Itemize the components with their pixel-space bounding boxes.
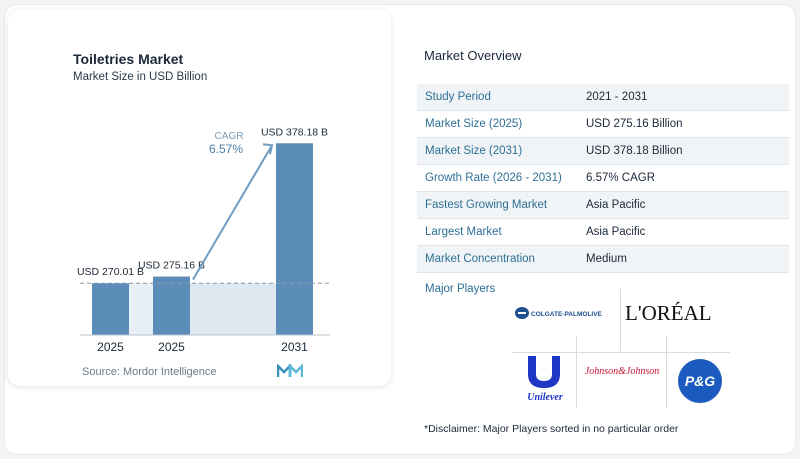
overview-value: 2021 - 2031	[586, 91, 648, 103]
unilever-u-icon	[528, 356, 560, 388]
source-text: Source: Mordor Intelligence	[82, 366, 217, 378]
overview-value: USD 378.18 Billion	[586, 145, 683, 157]
overview-value: Asia Pacific	[586, 199, 646, 211]
cagr-arrow	[192, 144, 273, 281]
shaded-area	[190, 283, 276, 335]
overview-key: Market Concentration	[425, 253, 535, 265]
divider	[620, 289, 621, 351]
jnj-wordmark: Johnson&Johnson	[585, 366, 659, 377]
overview-row: Growth Rate (2026 - 2031) 6.57% CAGR	[417, 165, 789, 192]
cagr-value: 6.57%	[209, 142, 243, 156]
overview-key: Growth Rate (2026 - 2031)	[425, 172, 562, 184]
overview-value: USD 275.16 Billion	[586, 118, 683, 130]
chart-title: Toiletries Market	[73, 51, 184, 67]
overview-key: Study Period	[425, 91, 491, 103]
colgate-wordmark: COLGATE-PALMOLIVE	[531, 311, 603, 318]
unilever-logo: Unilever	[520, 352, 570, 409]
divider	[576, 336, 577, 408]
x-tick-label: 2025	[158, 340, 185, 354]
loreal-logo: L'ORÉAL	[623, 300, 733, 331]
cagr-arrowhead-icon	[262, 143, 274, 155]
x-tick-label: 2031	[281, 340, 308, 354]
overview-row: Largest Market Asia Pacific	[417, 219, 789, 246]
bar	[276, 143, 313, 335]
overview-value: Asia Pacific	[586, 226, 646, 238]
overview-table: Study Period 2021 - 2031 Market Size (2025…	[417, 84, 789, 273]
overview-row: Market Size (2031) USD 378.18 Billion	[417, 138, 789, 165]
loreal-wordmark: L'ORÉAL	[625, 301, 712, 325]
overview-value: 6.57% CAGR	[586, 172, 656, 184]
overview-key: Market Size (2031)	[425, 145, 523, 157]
overview-key: Fastest Growing Market	[425, 199, 548, 211]
overview-key: Market Size (2025)	[425, 118, 523, 130]
bar	[92, 283, 129, 335]
overview-row: Study Period 2021 - 2031	[417, 84, 789, 111]
overview-row: Market Concentration Medium	[417, 246, 789, 273]
data-label: USD 270.01 B	[77, 266, 144, 278]
chart-subtitle: Market Size in USD Billion	[73, 71, 208, 83]
divider	[666, 336, 667, 408]
pg-wordmark: P&G	[685, 373, 715, 389]
pg-circle-icon	[678, 359, 722, 403]
unilever-wordmark: Unilever	[527, 392, 563, 403]
overview-value: Medium	[586, 253, 627, 265]
cagr-label: CAGR	[215, 131, 244, 142]
mordor-logo-icon	[277, 364, 303, 377]
overview-key: Largest Market	[425, 226, 502, 238]
overview-title: Market Overview	[424, 48, 522, 63]
jnj-logo: Johnson&Johnson	[578, 361, 666, 386]
disclaimer: *Disclaimer: Major Players sorted in no …	[424, 423, 679, 435]
overview-row: Market Size (2025) USD 275.16 Billion	[417, 111, 789, 138]
bar	[153, 276, 190, 335]
pg-logo: P&G	[676, 357, 724, 410]
divider	[512, 352, 730, 353]
shaded-area	[129, 283, 153, 335]
data-label: USD 378.18 B	[261, 126, 328, 138]
x-tick-label: 2025	[97, 340, 124, 354]
overview-row: Fastest Growing Market Asia Pacific	[417, 192, 789, 219]
data-label: USD 275.16 B	[138, 260, 205, 272]
colgate-logo: COLGATE-PALMOLIVE	[514, 304, 618, 327]
players-title: Major Players	[425, 283, 496, 295]
